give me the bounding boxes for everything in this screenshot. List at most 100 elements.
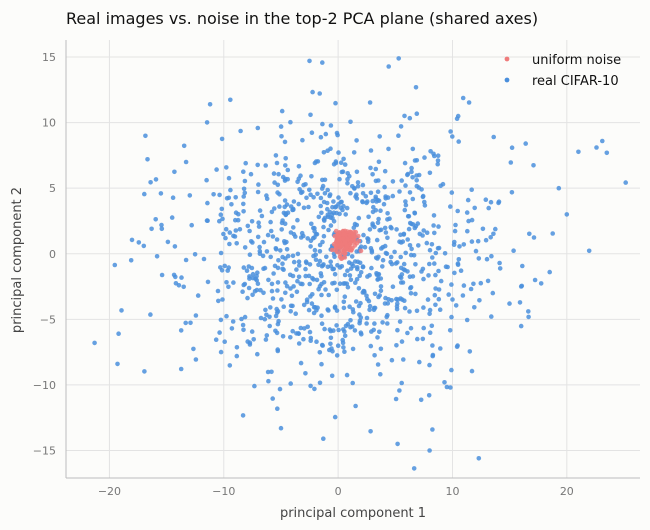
point-real-cifar10 (508, 160, 514, 165)
point-real-cifar10 (320, 121, 325, 127)
point-real-cifar10 (427, 307, 433, 313)
point-real-cifar10 (394, 227, 399, 232)
point-real-cifar10 (242, 245, 248, 250)
y-axis-label: principal component 2 (10, 187, 25, 333)
point-real-cifar10 (465, 197, 471, 203)
point-real-cifar10 (397, 239, 402, 244)
point-real-cifar10 (469, 239, 475, 244)
point-real-cifar10 (330, 216, 335, 221)
point-real-cifar10 (191, 346, 196, 352)
chart-title: Real images vs. noise in the top-2 PCA p… (66, 9, 538, 28)
point-real-cifar10 (327, 347, 332, 353)
point-real-cifar10 (307, 329, 313, 335)
point-real-cifar10 (378, 208, 383, 213)
point-real-cifar10 (261, 239, 267, 245)
point-real-cifar10 (368, 165, 373, 171)
point-real-cifar10 (258, 287, 263, 293)
point-uniform-noise (358, 248, 364, 254)
point-real-cifar10 (296, 259, 302, 265)
point-real-cifar10 (142, 369, 147, 374)
point-real-cifar10 (491, 231, 496, 237)
point-real-cifar10 (436, 268, 441, 274)
point-real-cifar10 (344, 205, 350, 211)
point-real-cifar10 (432, 230, 437, 236)
point-real-cifar10 (219, 268, 225, 273)
point-real-cifar10 (448, 385, 453, 390)
point-real-cifar10 (416, 243, 421, 248)
point-real-cifar10 (403, 199, 408, 204)
point-real-cifar10 (230, 319, 236, 324)
point-real-cifar10 (176, 283, 182, 288)
point-real-cifar10 (301, 302, 307, 308)
y-tick-label: 15 (42, 51, 56, 64)
y-tick-label: 0 (49, 248, 56, 261)
point-real-cifar10 (305, 236, 311, 241)
point-real-cifar10 (400, 239, 406, 244)
point-real-cifar10 (279, 220, 285, 226)
point-real-cifar10 (173, 274, 178, 280)
point-real-cifar10 (358, 315, 364, 320)
point-real-cifar10 (511, 248, 516, 253)
point-real-cifar10 (169, 215, 175, 220)
point-real-cifar10 (370, 172, 375, 177)
point-real-cifar10 (268, 305, 273, 310)
point-real-cifar10 (436, 296, 442, 302)
point-real-cifar10 (308, 112, 313, 118)
legend: uniform noise real CIFAR-10 (504, 53, 621, 89)
point-real-cifar10 (339, 199, 344, 205)
point-real-cifar10 (311, 277, 316, 282)
point-real-cifar10 (142, 191, 147, 197)
point-real-cifar10 (414, 173, 419, 178)
point-real-cifar10 (317, 258, 323, 264)
point-uniform-noise (351, 238, 356, 243)
point-real-cifar10 (523, 141, 528, 146)
point-real-cifar10 (372, 291, 378, 297)
point-real-cifar10 (443, 264, 449, 270)
point-real-cifar10 (355, 180, 361, 185)
point-real-cifar10 (296, 341, 302, 346)
point-real-cifar10 (315, 191, 320, 197)
legend-marker-uniform-noise (504, 56, 510, 62)
point-real-cifar10 (460, 95, 466, 101)
point-real-cifar10 (334, 287, 340, 293)
point-real-cifar10 (372, 321, 377, 326)
point-real-cifar10 (148, 180, 153, 185)
point-real-cifar10 (275, 265, 281, 271)
point-real-cifar10 (318, 195, 324, 201)
point-real-cifar10 (342, 162, 348, 167)
point-real-cifar10 (430, 427, 435, 432)
point-real-cifar10 (393, 261, 399, 266)
point-real-cifar10 (218, 212, 224, 217)
point-real-cifar10 (367, 100, 373, 105)
point-real-cifar10 (303, 371, 308, 376)
point-real-cifar10 (431, 213, 437, 218)
point-real-cifar10 (321, 217, 327, 222)
point-real-cifar10 (469, 217, 475, 223)
point-real-cifar10 (304, 297, 310, 303)
point-real-cifar10 (402, 267, 408, 273)
point-real-cifar10 (358, 330, 364, 336)
point-real-cifar10 (382, 168, 388, 174)
point-real-cifar10 (402, 207, 408, 213)
point-real-cifar10 (436, 287, 442, 292)
point-real-cifar10 (426, 393, 432, 398)
point-real-cifar10 (334, 323, 339, 328)
point-real-cifar10 (433, 302, 438, 308)
point-real-cifar10 (354, 192, 359, 197)
point-real-cifar10 (509, 190, 515, 195)
point-real-cifar10 (143, 133, 148, 139)
point-real-cifar10 (342, 294, 348, 300)
point-real-cifar10 (269, 209, 275, 215)
point-real-cifar10 (357, 320, 362, 326)
point-real-cifar10 (241, 209, 246, 214)
point-real-cifar10 (397, 319, 403, 324)
point-real-cifar10 (428, 149, 433, 154)
point-real-cifar10 (414, 308, 420, 314)
point-real-cifar10 (283, 163, 288, 168)
point-real-cifar10 (450, 297, 455, 302)
point-real-cifar10 (222, 263, 227, 269)
point-real-cifar10 (307, 187, 312, 193)
point-real-cifar10 (341, 156, 346, 162)
point-real-cifar10 (217, 218, 222, 224)
point-real-cifar10 (328, 263, 334, 269)
